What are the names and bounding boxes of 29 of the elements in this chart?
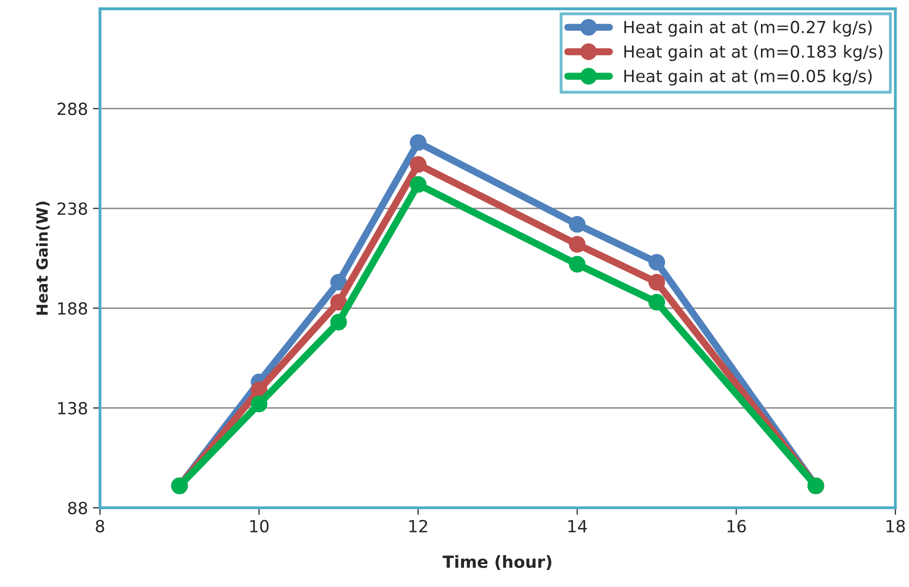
point [330,274,347,291]
point [410,176,426,193]
point [330,294,347,311]
legend-label: Heat gain at at (m=0.05 kg/s) [624,69,872,86]
x-tick-label: 16 [728,520,746,532]
point [648,274,666,291]
x-tick-label: 8 [96,520,104,532]
legend-label: Heat gain at at (m=0.183 kg/s) [624,44,882,62]
point [250,396,268,412]
point [568,236,586,253]
y-tick-label: 288 [58,102,88,116]
y-tick-label: 238 [58,202,88,215]
point [648,254,666,271]
x-tick-label: 18 [886,520,905,532]
legend-label: Heat gain at at (m=0.27 kg/s) [624,20,872,37]
point [568,216,586,233]
point [410,134,426,151]
y-tick-label: 88 [68,502,88,514]
y-axis-title: Heat Gain(W) [36,202,50,315]
point [568,256,586,273]
x-tick-label: 12 [409,520,428,532]
x-axis-title: Time (hour) [442,555,552,570]
point [330,314,347,330]
point [648,294,666,311]
y-tick-label: 188 [58,302,88,315]
y-tick-label: 138 [58,402,88,415]
x-tick-label: 10 [250,520,269,532]
point [410,156,426,173]
x-tick-label: 14 [568,520,587,532]
